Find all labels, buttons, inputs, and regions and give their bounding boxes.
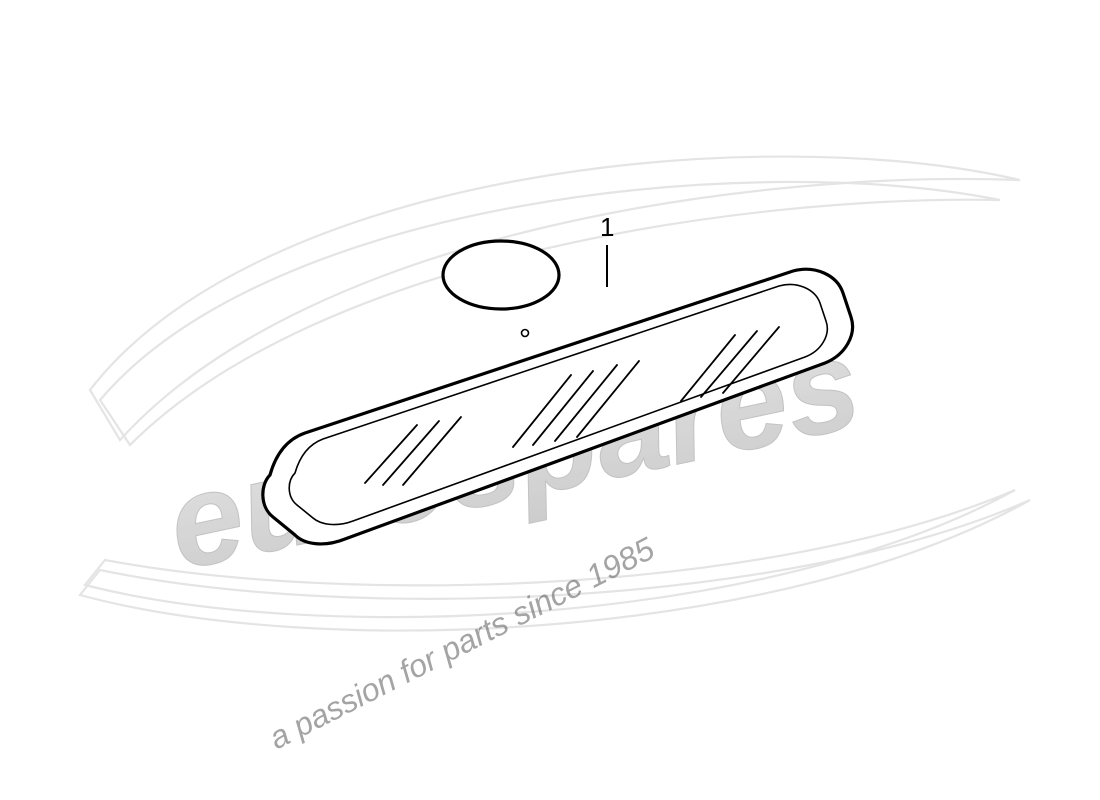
- part-illustration: [225, 215, 875, 585]
- watermark-tagline: a passion for parts since 1985: [263, 530, 660, 757]
- callout-number: 1: [600, 212, 614, 242]
- mirror-glass-hatching: [365, 327, 779, 485]
- mirror-housing: [263, 269, 853, 544]
- callout-leader-1: [606, 245, 608, 287]
- diagram-canvas: eurospares: [0, 0, 1100, 800]
- watermark-wordmark: eurospares: [155, 309, 871, 598]
- watermark-logo: eurospares: [60, 140, 1040, 660]
- mirror-bezel: [289, 285, 827, 525]
- callout-label-1: 1: [600, 212, 614, 243]
